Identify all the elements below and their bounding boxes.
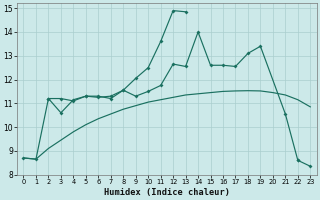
- X-axis label: Humidex (Indice chaleur): Humidex (Indice chaleur): [104, 188, 230, 197]
